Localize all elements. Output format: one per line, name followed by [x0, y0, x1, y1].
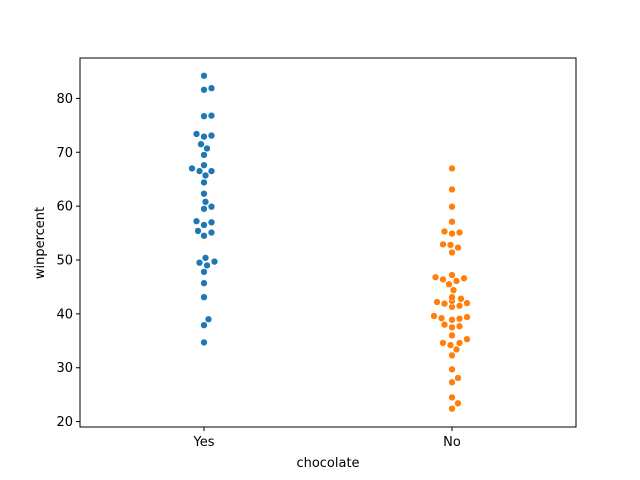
data-point-yes [203, 261, 211, 270]
data-point-no [439, 275, 447, 284]
data-point-yes [200, 338, 208, 347]
data-point-yes [207, 218, 216, 226]
data-point-yes [200, 221, 208, 229]
data-point-yes [207, 131, 216, 140]
data-point-no [437, 314, 446, 322]
data-point-yes [210, 257, 219, 266]
data-point-yes [200, 321, 208, 329]
data-point-yes [201, 198, 210, 206]
data-point-yes [200, 133, 208, 141]
y-tick-label: 30 [56, 361, 73, 376]
data-point-no [448, 164, 456, 173]
data-point-no [448, 365, 456, 374]
data-point-no [452, 277, 461, 285]
data-point-no [448, 393, 456, 402]
data-point-yes [188, 164, 196, 173]
data-point-no [439, 240, 447, 249]
data-point-yes [195, 259, 204, 267]
data-point-no [448, 218, 456, 226]
data-point-yes [200, 72, 208, 80]
data-point-no [455, 302, 464, 310]
data-point-yes [192, 217, 201, 225]
y-tick-label: 60 [56, 200, 73, 215]
data-point-no [445, 280, 453, 288]
data-point-no [446, 241, 455, 249]
data-point-yes [200, 190, 208, 198]
data-point-no [446, 341, 455, 349]
data-point-yes [200, 151, 208, 159]
data-point-no [440, 227, 449, 236]
data-point-yes [207, 203, 216, 211]
data-point-no [454, 399, 462, 407]
plot-frame [79, 57, 577, 428]
x-axis-label: chocolate [296, 456, 359, 471]
data-point-yes [200, 293, 208, 301]
data-point-yes [200, 112, 208, 120]
data-points [188, 72, 471, 413]
data-point-no [455, 315, 464, 323]
data-point-no [455, 339, 464, 347]
data-point-yes [203, 144, 211, 153]
data-point-no [452, 345, 461, 354]
data-point-yes [207, 167, 216, 175]
data-point-yes [192, 130, 201, 138]
data-point-no [448, 378, 456, 386]
data-point-yes [200, 178, 208, 187]
y-tick-label: 70 [56, 146, 73, 161]
x-tick-label: Yes [193, 435, 215, 450]
data-point-no [454, 374, 462, 382]
data-point-yes [200, 86, 208, 94]
data-point-no [448, 203, 456, 211]
data-point-no [440, 299, 449, 308]
data-point-yes [201, 254, 210, 262]
data-point-no [463, 335, 471, 343]
data-point-no [448, 248, 456, 257]
y-tick-label: 40 [56, 307, 73, 322]
data-point-no [448, 293, 456, 301]
data-point-no [463, 299, 471, 307]
data-point-no [440, 321, 449, 329]
data-point-yes [204, 315, 213, 323]
x-tick-label: No [443, 435, 461, 450]
data-point-yes [201, 171, 210, 180]
data-point-no [448, 229, 456, 238]
data-point-yes [200, 268, 208, 276]
data-point-yes [207, 84, 216, 92]
data-point-no [448, 331, 456, 340]
data-point-no [431, 273, 440, 281]
y-tick-label: 80 [56, 92, 73, 107]
data-point-no [448, 405, 456, 413]
data-point-yes [200, 279, 208, 287]
data-point-no [448, 185, 456, 194]
data-point-yes [200, 232, 208, 240]
data-point-yes [207, 228, 216, 237]
data-point-no [457, 295, 465, 303]
data-point-yes [200, 161, 208, 169]
y-axis: 20 30 40 50 60 70 80 [56, 92, 80, 430]
data-point-no [455, 228, 464, 237]
data-point-no [460, 274, 468, 282]
data-point-no [448, 351, 456, 360]
data-point-yes [195, 167, 204, 175]
data-point-no [455, 322, 464, 330]
y-tick-label: 20 [56, 415, 73, 430]
data-point-yes [207, 111, 216, 120]
data-point-no [430, 312, 438, 320]
data-point-no [448, 316, 456, 324]
data-point-no [439, 339, 447, 347]
data-point-yes [194, 227, 202, 235]
data-point-no [454, 243, 462, 252]
data-point-no [433, 298, 441, 306]
data-point-yes [200, 205, 208, 213]
y-axis-label: winpercent [33, 207, 48, 279]
data-point-no [448, 271, 456, 279]
data-point-no [449, 286, 458, 294]
data-point-yes [197, 140, 205, 148]
x-axis: Yes No [193, 427, 461, 450]
data-point-no [463, 313, 471, 321]
data-point-no [448, 323, 456, 331]
plot-area [80, 58, 576, 427]
y-tick-label: 50 [56, 254, 73, 269]
